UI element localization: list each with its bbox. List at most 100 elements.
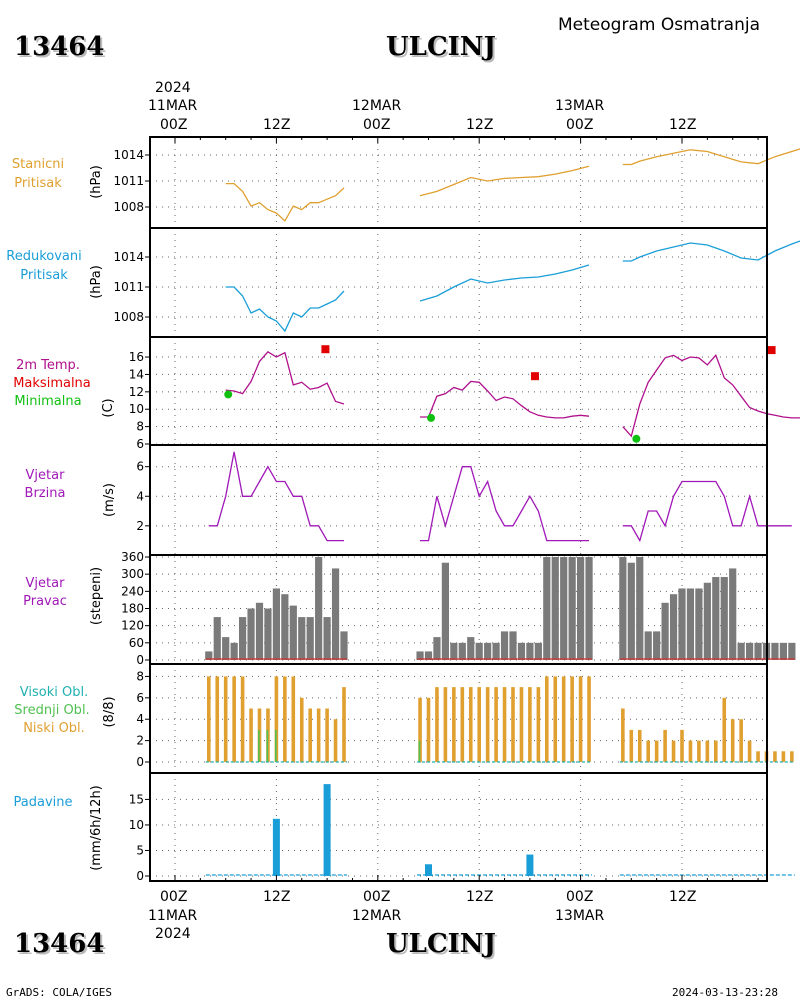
low-cloud-bar <box>587 676 591 762</box>
wind-direction-bar <box>627 562 635 660</box>
low-cloud-bar <box>671 740 676 762</box>
low-cloud-bar <box>654 740 659 762</box>
reduced_pressure-frame <box>149 227 768 338</box>
station-pressure-label-2: Pritisak <box>14 176 62 191</box>
low-cloud-bar <box>299 697 304 762</box>
clouds-label-3: Niski Obl. <box>23 721 85 736</box>
station-pressure-unit: (hPa) <box>89 165 104 199</box>
wind-speed-label-1: Vjetar <box>26 468 66 483</box>
wind-direction-bar <box>340 631 348 660</box>
wind-direction-bar <box>534 642 542 660</box>
label-temperature: 2m Temp. Maksimalna Minimalna (C) <box>13 358 116 418</box>
mid-cloud-bar <box>418 740 421 762</box>
wind_speed-ytick-label: 6 <box>136 460 144 474</box>
station_pressure-ytick-label: 1014 <box>113 148 144 162</box>
wind-direction-bar <box>526 642 534 660</box>
frame-layer <box>149 136 768 882</box>
wind-direction-bar <box>636 557 644 660</box>
max-temp-marker <box>767 346 776 355</box>
bottom-day-label-1: 11MAR <box>148 908 197 924</box>
top-hour-label-5: 00Z <box>566 117 593 133</box>
temperature-ytick-label: 16 <box>129 350 144 364</box>
wind-direction-bar <box>213 617 221 660</box>
wind-direction-bar <box>543 557 551 660</box>
precipitation-ytick-label: 15 <box>129 792 144 806</box>
wind_speed-ytick-label: 2 <box>136 519 144 533</box>
reduced_pressure-ytick-label: 1014 <box>113 250 144 264</box>
max-temp-marker <box>321 345 330 354</box>
wind_direction-ytick-label: 180 <box>121 602 144 616</box>
wind_speed-ytick-label: 4 <box>136 489 144 503</box>
reduced_pressure-line-segment <box>622 240 800 262</box>
top-hour-label-4: 12Z <box>466 117 493 133</box>
low-cloud-bar <box>739 719 743 762</box>
station_pressure-ytick-label: 1011 <box>113 174 144 188</box>
bottom-hour-label-1: 00Z <box>160 889 187 905</box>
footer-credit: GrADS: COLA/IGES <box>6 986 112 999</box>
low-cloud-bar <box>249 708 253 762</box>
footer-station-name: ULCINJ <box>386 929 496 959</box>
min-temp-marker <box>224 390 233 399</box>
wind-direction-bar <box>509 631 517 660</box>
temperature-ytick-label: 10 <box>129 402 144 416</box>
low-cloud-bar <box>730 719 735 762</box>
wind-direction-bar <box>585 557 593 660</box>
low-cloud-bar <box>342 687 346 762</box>
top-day-label-1: 11MAR <box>148 98 197 114</box>
low-cloud-bar <box>333 719 338 762</box>
low-cloud-bar <box>714 740 718 762</box>
low-cloud-bar <box>274 676 279 762</box>
wind-direction-bar <box>441 562 449 660</box>
temperature-ytick-label: 14 <box>129 367 144 381</box>
wind-direction-bar <box>754 642 762 660</box>
low-cloud-bar <box>747 740 752 762</box>
top-hour-label-3: 00Z <box>363 117 390 133</box>
low-cloud-bar <box>553 676 558 762</box>
top-hour-label-1: 00Z <box>160 117 187 133</box>
footer-station-id-shadow: 13464 <box>16 931 106 961</box>
data-layer <box>205 148 800 876</box>
max-temp-marker <box>530 372 539 381</box>
wind-direction-bar <box>205 651 213 660</box>
wind-direction-bar <box>551 557 559 660</box>
reduced_pressure-line-segment <box>225 286 345 333</box>
reduced-pressure-label-1: Redukovani <box>6 249 81 264</box>
temperature-ytick-label: 12 <box>129 385 144 399</box>
precipitation-bar <box>425 864 432 876</box>
low-cloud-bar <box>646 740 650 762</box>
reduced-pressure-unit: (hPa) <box>89 265 104 299</box>
footer-station-id: 13464 <box>14 929 104 959</box>
temperature-label-1: 2m Temp. <box>16 358 80 373</box>
product-title: Meteogram Osmatranja <box>558 15 760 35</box>
wind-direction-bar <box>239 617 247 660</box>
label-reduced-pressure: Redukovani Pritisak (hPa) <box>6 249 104 299</box>
wind-direction-bar <box>450 642 458 660</box>
label-wind-speed: Vjetar Brzina (m/s) <box>25 468 117 517</box>
wind_speed-line-segment <box>208 451 344 542</box>
wind-direction-bar <box>416 651 424 660</box>
wind-direction-bar <box>475 642 483 660</box>
low-cloud-bar <box>621 708 625 762</box>
temperature-line-segment <box>225 350 345 405</box>
top-day-label-3: 13MAR <box>555 98 604 114</box>
label-precipitation: Padavine (mm/6h/12h) <box>14 785 104 871</box>
wind-direction-bar <box>424 651 433 660</box>
wind-direction-label-1: Vjetar <box>26 576 66 591</box>
header-station-name: ULCINJ <box>386 32 496 62</box>
wind-direction-unit: (stepeni) <box>89 567 104 625</box>
clouds-unit: (8/8) <box>102 696 117 727</box>
low-cloud-bar <box>528 687 532 762</box>
bottom-time-axis: 00Z 12Z 00Z 12Z 00Z 12Z 11MAR 12MAR 13MA… <box>148 889 696 942</box>
low-cloud-bar <box>283 676 287 762</box>
min-temp-marker <box>632 434 641 443</box>
low-cloud-bar <box>418 697 422 762</box>
low-cloud-bar <box>536 687 541 762</box>
wind-direction-bar <box>272 588 280 660</box>
mid-cloud-bar <box>266 729 269 762</box>
temperature-unit: (C) <box>101 398 116 417</box>
bottom-hour-label-5: 00Z <box>566 889 593 905</box>
low-cloud-bar <box>443 687 448 762</box>
low-cloud-bar <box>697 740 701 762</box>
wind_direction-ytick-label: 120 <box>121 619 144 633</box>
wind-direction-bar <box>729 568 737 660</box>
